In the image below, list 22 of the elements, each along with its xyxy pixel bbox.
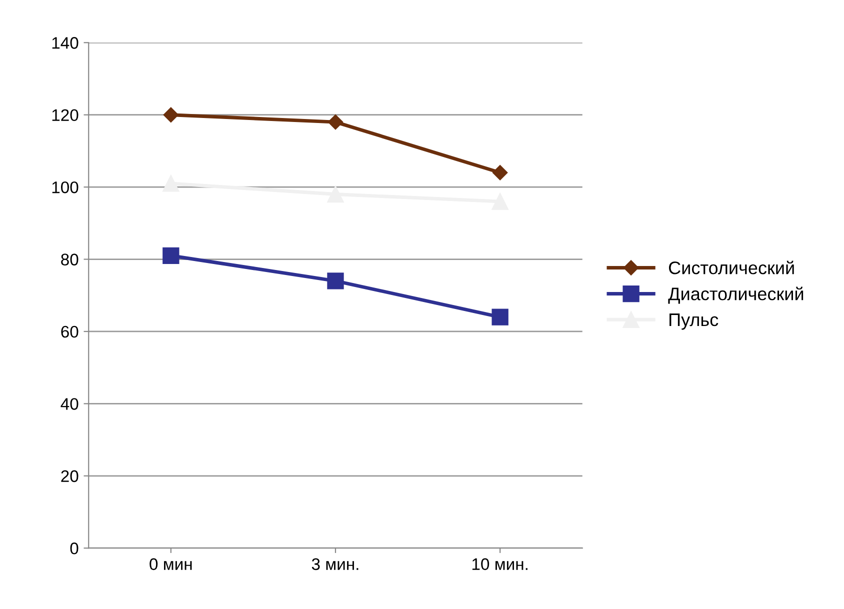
y-tick-label: 80 bbox=[61, 254, 78, 266]
point bbox=[492, 308, 508, 326]
legend-label: Пульс bbox=[670, 314, 718, 330]
y-tick-label: 40 bbox=[60, 398, 78, 410]
y-tick-label: 140 bbox=[52, 37, 78, 49]
legend-label: Диастолический bbox=[668, 286, 804, 304]
point bbox=[327, 272, 344, 290]
y-tick-label: 60 bbox=[61, 326, 78, 338]
point bbox=[492, 165, 508, 180]
point bbox=[162, 175, 180, 192]
x-tick-label: 3 мин. bbox=[312, 558, 358, 570]
y-tick-label: 120 bbox=[52, 109, 78, 122]
x-tick-label: 0 мин bbox=[150, 558, 192, 570]
point bbox=[327, 186, 344, 203]
x-tick-label: 10 мин. bbox=[472, 558, 528, 570]
point bbox=[162, 247, 180, 264]
point bbox=[328, 114, 344, 130]
point bbox=[163, 107, 178, 122]
y-tick-label: 20 bbox=[61, 470, 78, 482]
y-tick-label: 100 bbox=[52, 181, 78, 194]
y-tick-label: 0 bbox=[70, 542, 78, 554]
legend-label: Систолический bbox=[668, 260, 794, 274]
